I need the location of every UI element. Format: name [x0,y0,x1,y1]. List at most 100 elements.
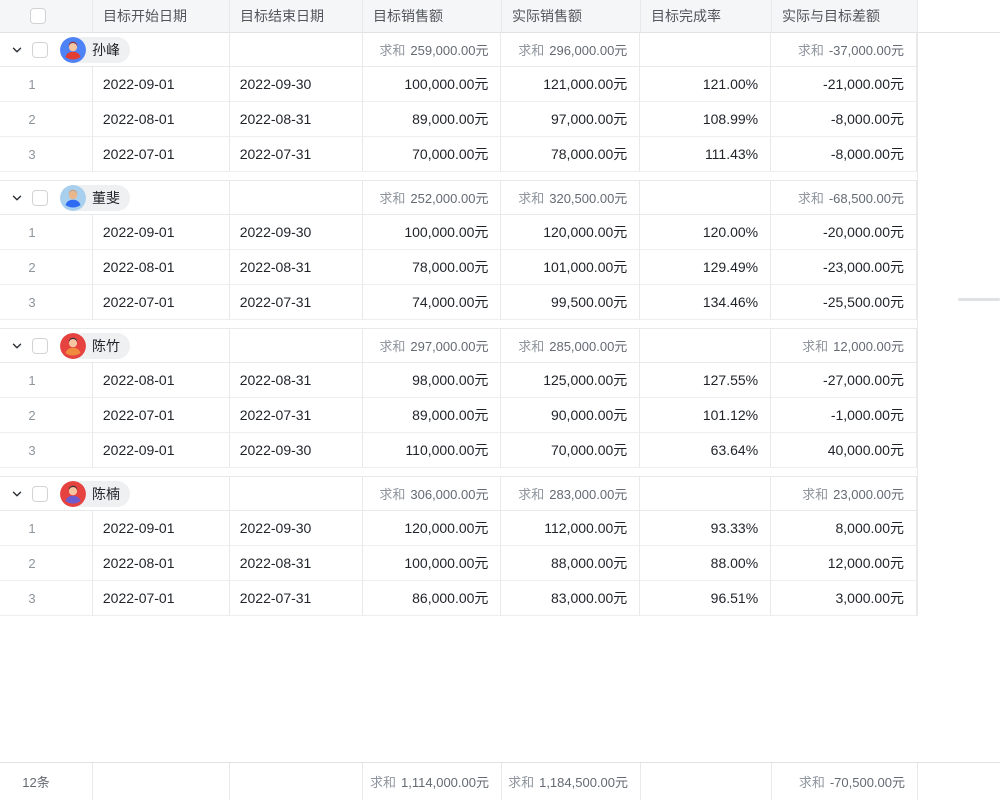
chevron-down-icon[interactable] [10,487,24,501]
header-target-end-date[interactable]: 目标结束日期 [230,0,363,33]
cell-target-end-date[interactable]: 2022-09-30 [229,433,363,468]
cell-actual-sales[interactable]: 78,000.00元 [501,137,641,172]
header-actual-sales[interactable]: 实际销售额 [502,0,641,33]
group-checkbox[interactable] [32,337,48,354]
cell-completion-rate[interactable]: 63.64% [640,433,772,468]
group-diff-sum[interactable]: 求和 23,000.00元 [771,477,917,511]
group-checkbox[interactable] [32,189,48,206]
cell-target-start-date[interactable]: 2022-07-01 [92,581,230,616]
chevron-down-icon[interactable] [10,339,24,353]
cell-target-sales[interactable]: 110,000.00元 [362,433,502,468]
group-empty-end-date[interactable] [229,33,363,67]
group-empty-end-date[interactable] [229,477,363,511]
cell-completion-rate[interactable]: 108.99% [640,102,772,137]
row-number-cell[interactable]: 3 [0,581,93,616]
footer-target-sum[interactable]: 求和 1,114,000.00元 [363,763,502,800]
cell-target-end-date[interactable]: 2022-08-31 [229,250,363,285]
group-actual-sum[interactable]: 求和 296,000.00元 [501,33,641,67]
group-checkbox[interactable] [32,485,48,502]
group-diff-sum[interactable]: 求和 -68,500.00元 [771,181,917,215]
cell-target-sales[interactable]: 89,000.00元 [362,102,502,137]
cell-target-end-date[interactable]: 2022-07-31 [229,581,363,616]
cell-completion-rate[interactable]: 127.55% [640,363,772,398]
cell-target-start-date[interactable]: 2022-09-01 [92,433,230,468]
cell-actual-sales[interactable]: 83,000.00元 [501,581,641,616]
group-actual-sum[interactable]: 求和 285,000.00元 [501,329,641,363]
cell-target-sales[interactable]: 100,000.00元 [362,67,502,102]
group-name-pill[interactable]: 陈楠 [60,480,130,507]
row-number-cell[interactable]: 2 [0,546,93,581]
cell-diff[interactable]: 12,000.00元 [771,546,917,581]
chevron-down-icon[interactable] [10,191,24,205]
header-diff[interactable]: 实际与目标差额 [772,0,918,33]
cell-diff[interactable]: -25,500.00元 [771,285,917,320]
cell-diff[interactable]: -8,000.00元 [771,137,917,172]
cell-actual-sales[interactable]: 121,000.00元 [501,67,641,102]
row-number-cell[interactable]: 3 [0,285,93,320]
cell-target-sales[interactable]: 89,000.00元 [362,398,502,433]
cell-diff[interactable]: -20,000.00元 [771,215,917,250]
cell-target-end-date[interactable]: 2022-09-30 [229,215,363,250]
cell-target-start-date[interactable]: 2022-07-01 [92,285,230,320]
cell-actual-sales[interactable]: 120,000.00元 [501,215,641,250]
cell-target-start-date[interactable]: 2022-08-01 [92,363,230,398]
cell-actual-sales[interactable]: 99,500.00元 [501,285,641,320]
footer-empty-rate[interactable] [641,763,772,800]
cell-diff[interactable]: 3,000.00元 [771,581,917,616]
group-target-sum[interactable]: 求和 297,000.00元 [362,329,502,363]
cell-target-end-date[interactable]: 2022-09-30 [229,511,363,546]
cell-actual-sales[interactable]: 90,000.00元 [501,398,641,433]
cell-diff[interactable]: -23,000.00元 [771,250,917,285]
cell-target-sales[interactable]: 120,000.00元 [362,511,502,546]
cell-target-start-date[interactable]: 2022-07-01 [92,398,230,433]
cell-diff[interactable]: -1,000.00元 [771,398,917,433]
cell-target-sales[interactable]: 98,000.00元 [362,363,502,398]
group-target-sum[interactable]: 求和 252,000.00元 [362,181,502,215]
group-empty-rate[interactable] [640,477,772,511]
group-actual-sum[interactable]: 求和 320,500.00元 [501,181,641,215]
header-target-sales[interactable]: 目标销售额 [363,0,502,33]
cell-target-start-date[interactable]: 2022-07-01 [92,137,230,172]
cell-target-start-date[interactable]: 2022-08-01 [92,102,230,137]
footer-actual-sum[interactable]: 求和 1,184,500.00元 [502,763,641,800]
cell-actual-sales[interactable]: 125,000.00元 [501,363,641,398]
cell-target-sales[interactable]: 86,000.00元 [362,581,502,616]
cell-target-end-date[interactable]: 2022-08-31 [229,546,363,581]
group-actual-sum[interactable]: 求和 283,000.00元 [501,477,641,511]
group-target-sum[interactable]: 求和 306,000.00元 [362,477,502,511]
row-number-cell[interactable]: 1 [0,363,93,398]
row-number-cell[interactable]: 2 [0,102,93,137]
row-number-cell[interactable]: 1 [0,511,93,546]
cell-completion-rate[interactable]: 96.51% [640,581,772,616]
group-diff-sum[interactable]: 求和 -37,000.00元 [771,33,917,67]
cell-diff[interactable]: -8,000.00元 [771,102,917,137]
cell-target-start-date[interactable]: 2022-08-01 [92,250,230,285]
group-empty-rate[interactable] [640,33,772,67]
group-empty-rate[interactable] [640,329,772,363]
group-empty-end-date[interactable] [229,329,363,363]
row-number-cell[interactable]: 3 [0,137,93,172]
group-name-pill[interactable]: 董斐 [60,184,130,211]
group-name-pill[interactable]: 孙峰 [60,36,130,63]
cell-target-start-date[interactable]: 2022-09-01 [92,511,230,546]
cell-diff[interactable]: 8,000.00元 [771,511,917,546]
cell-target-sales[interactable]: 70,000.00元 [362,137,502,172]
scrollbar-thumb[interactable] [958,298,1000,301]
cell-completion-rate[interactable]: 93.33% [640,511,772,546]
cell-target-start-date[interactable]: 2022-09-01 [92,67,230,102]
cell-completion-rate[interactable]: 120.00% [640,215,772,250]
cell-target-start-date[interactable]: 2022-09-01 [92,215,230,250]
cell-completion-rate[interactable]: 88.00% [640,546,772,581]
cell-target-end-date[interactable]: 2022-07-31 [229,285,363,320]
cell-completion-rate[interactable]: 134.46% [640,285,772,320]
cell-actual-sales[interactable]: 112,000.00元 [501,511,641,546]
group-empty-rate[interactable] [640,181,772,215]
cell-actual-sales[interactable]: 101,000.00元 [501,250,641,285]
header-completion-rate[interactable]: 目标完成率 [641,0,772,33]
cell-actual-sales[interactable]: 70,000.00元 [501,433,641,468]
cell-target-end-date[interactable]: 2022-07-31 [229,398,363,433]
group-empty-end-date[interactable] [229,181,363,215]
cell-target-end-date[interactable]: 2022-07-31 [229,137,363,172]
cell-actual-sales[interactable]: 97,000.00元 [501,102,641,137]
cell-diff[interactable]: -21,000.00元 [771,67,917,102]
